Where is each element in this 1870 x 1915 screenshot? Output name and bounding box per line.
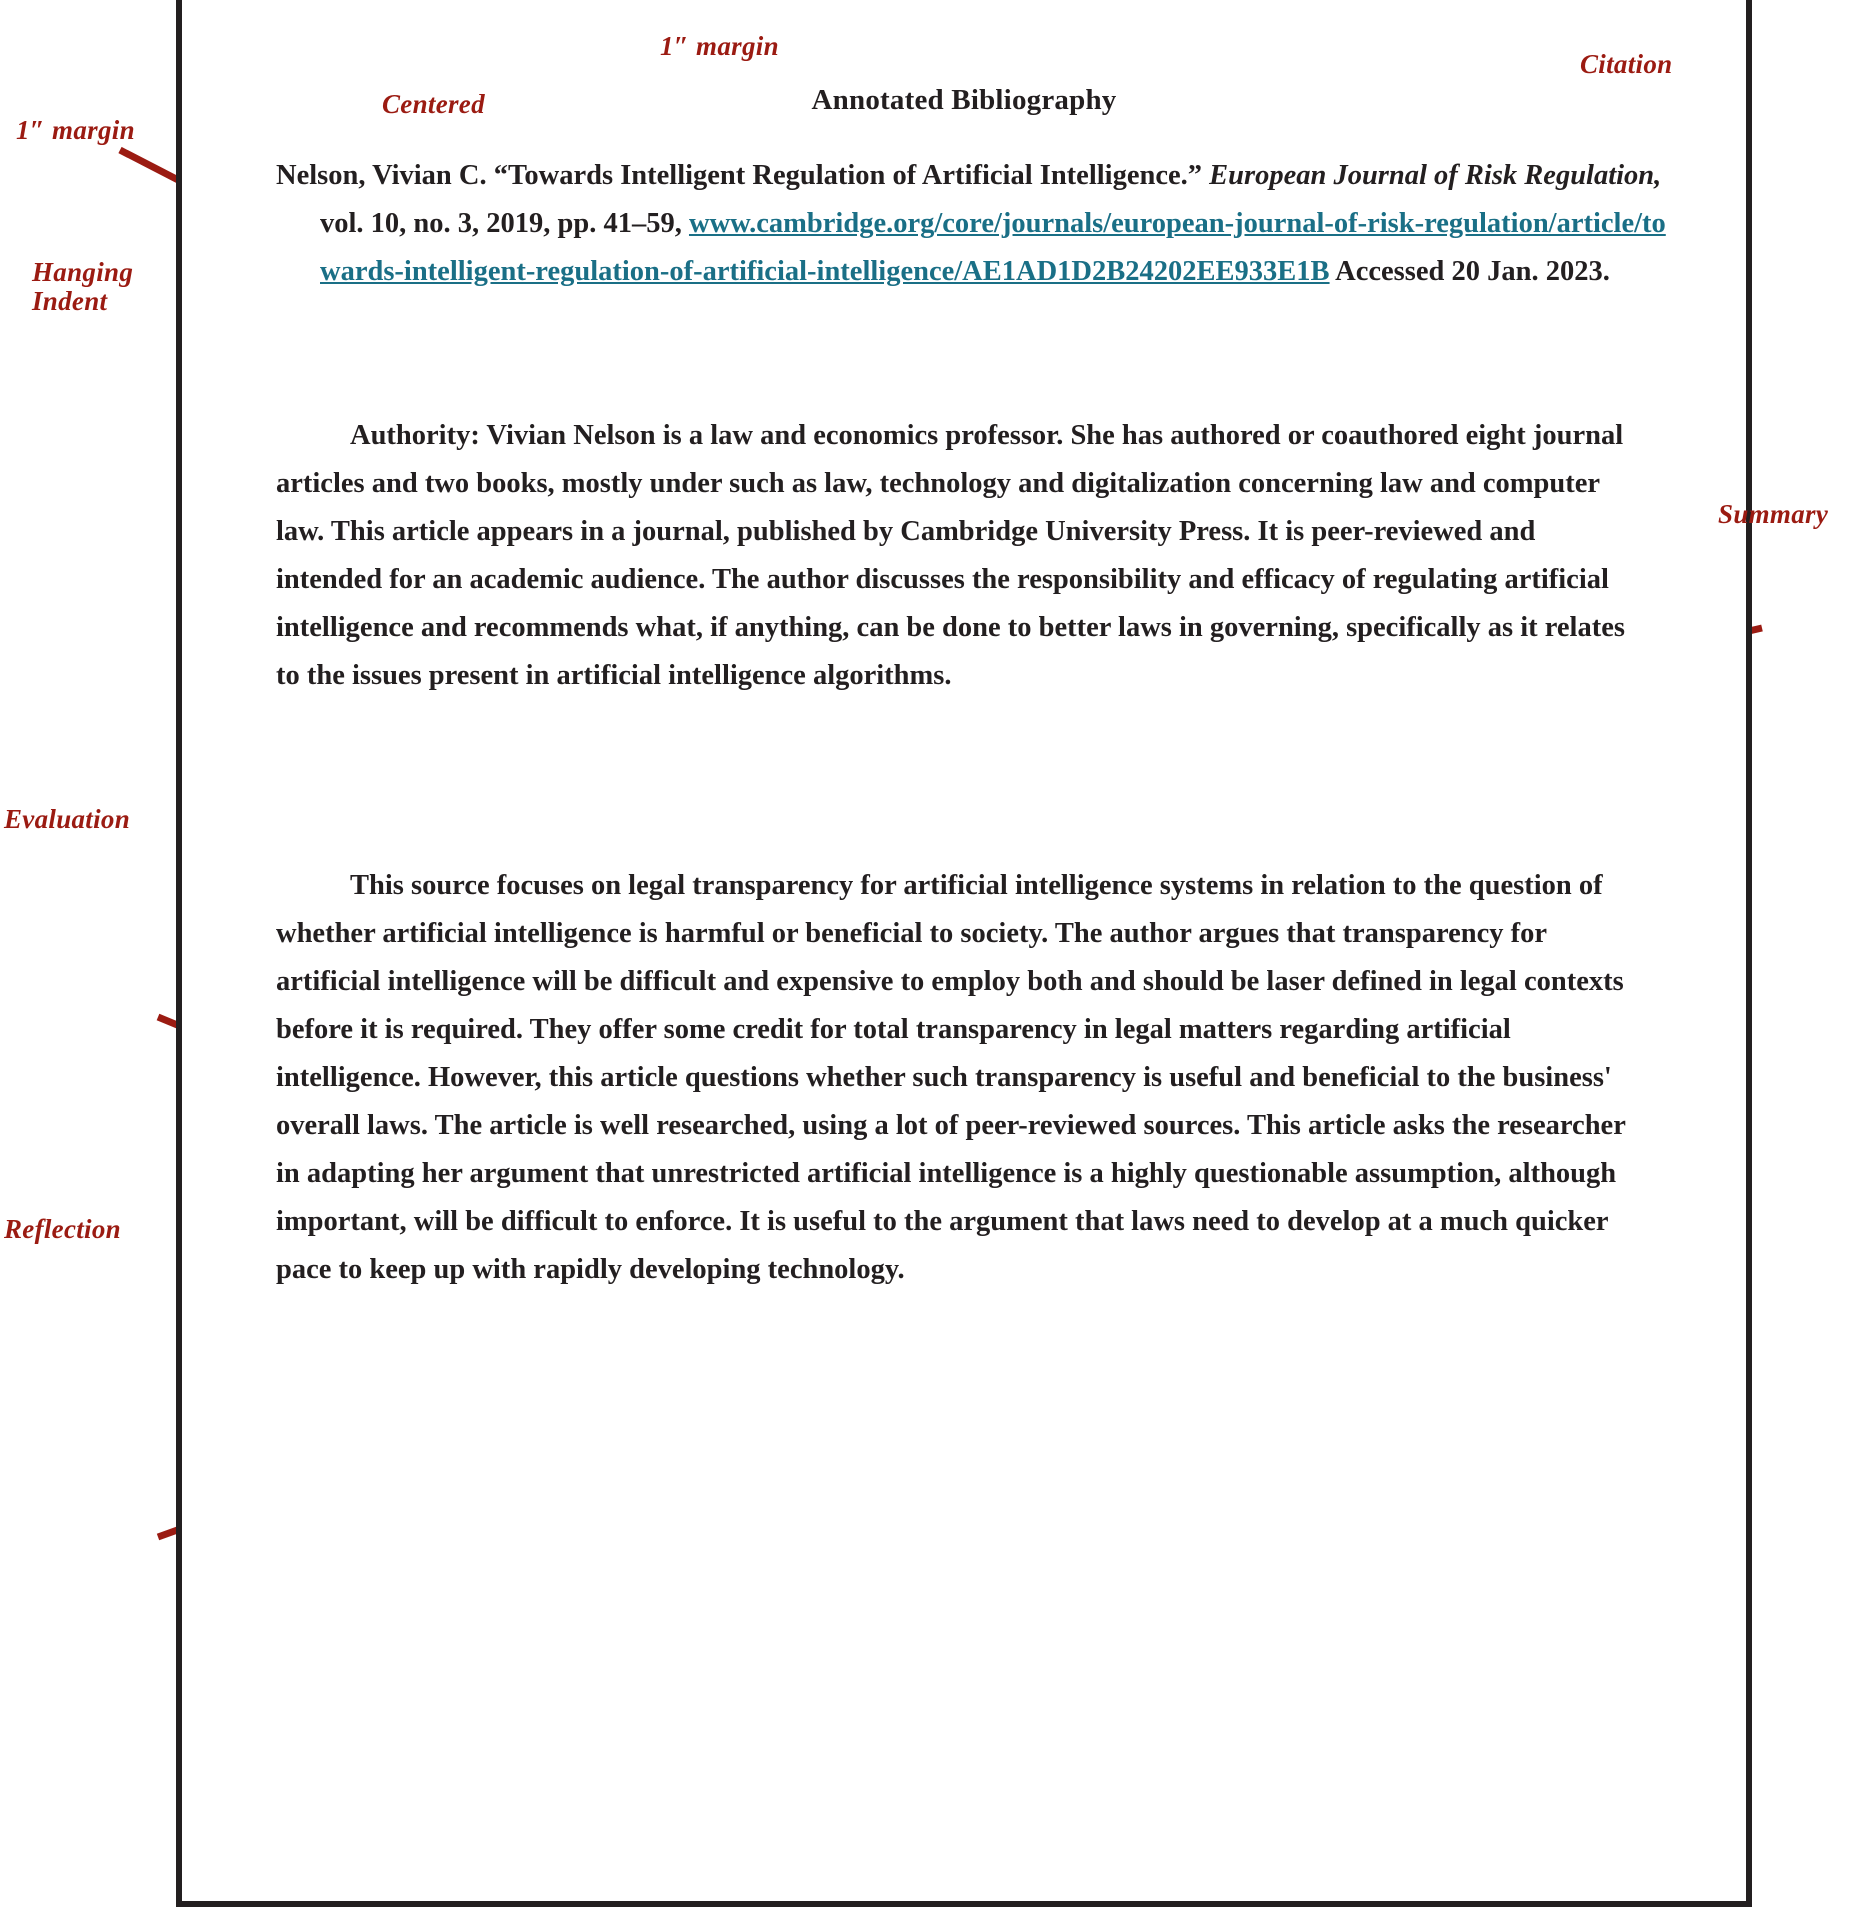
annotation-label-margin-left: 1″ margin — [16, 115, 135, 145]
document-page: Annotated Bibliography Nelson, Vivian C.… — [176, 0, 1752, 1907]
annotation-label-citation: Citation — [1580, 49, 1673, 79]
citation-author: Nelson, Vivian C. — [276, 160, 487, 191]
evaluation-reflection-paragraph: This source focuses on legal transparenc… — [276, 870, 1626, 1285]
citation-access-date: Accessed 20 Jan. 2023. — [1335, 256, 1610, 287]
annotation-label-evaluation: Evaluation — [4, 804, 131, 834]
citation-entry: Nelson, Vivian C. “Towards Intelligent R… — [276, 152, 1680, 296]
annotation-label-centered: Centered — [382, 89, 485, 119]
citation-volume-issue-year-pages: vol. 10, no. 3, 2019, pp. 41–59, — [320, 208, 682, 239]
annotation-label-reflection: Reflection — [4, 1214, 121, 1244]
annotation-label-hanging-indent: Hanging Indent — [32, 257, 134, 317]
citation-journal: European Journal of Risk Regulation, — [1209, 160, 1662, 191]
annotation-label-margin-top: 1″ margin — [660, 31, 779, 61]
citation-article-title: “Towards Intelligent Regulation of Artif… — [493, 160, 1202, 191]
summary-paragraph: Authority: Vivian Nelson is a law and ec… — [276, 420, 1625, 691]
page-title: Annotated Bibliography — [811, 84, 1117, 116]
annotation-label-summary: Summary — [1718, 499, 1829, 529]
citation-url-link[interactable]: www.cambridge.org/core/journals/european… — [320, 208, 1666, 287]
